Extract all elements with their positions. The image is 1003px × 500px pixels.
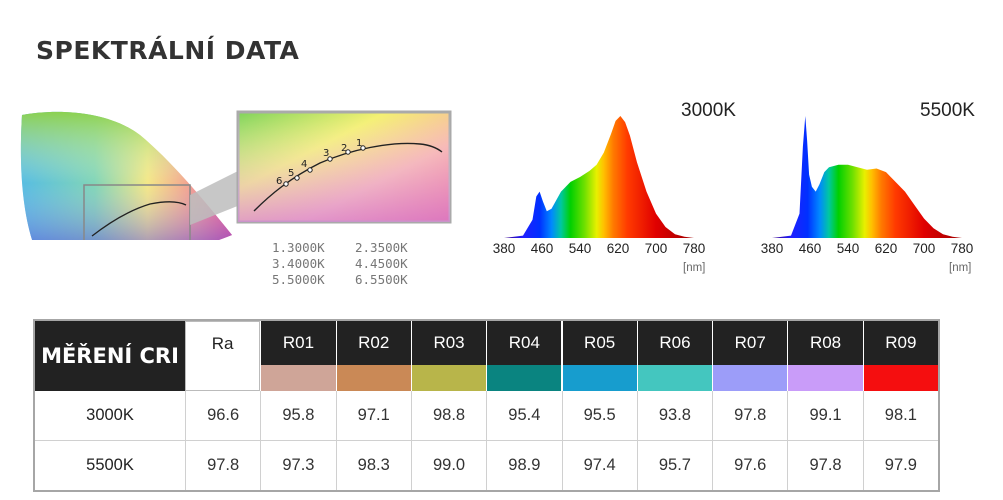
cie-point-label: 3 (323, 148, 329, 159)
cie-point-label: 6 (276, 176, 282, 187)
x-tick-label: 620 (874, 241, 898, 256)
x-tick-label: 780 (950, 241, 974, 256)
cie-point-label: 1 (356, 138, 362, 149)
x-tick-label: 620 (606, 241, 630, 256)
color-swatch-r08 (787, 365, 863, 391)
table-cell: 95.5 (561, 391, 637, 440)
x-tick-label: 540 (836, 241, 860, 256)
column-header-r09: R09 (862, 321, 938, 365)
table-cell: 98.8 (410, 391, 486, 440)
x-tick-label: 780 (682, 241, 706, 256)
table-cell: 99.0 (410, 441, 486, 490)
color-swatch-r09 (862, 365, 938, 391)
spectrum-3000k: 3000K 380 460 540 620 700 780 [nm] (492, 98, 736, 278)
color-swatch-r01 (260, 365, 336, 391)
table-cell: 95.7 (636, 441, 712, 490)
table-cell: 97.3 (260, 441, 335, 490)
table-cell: 97.8 (787, 441, 862, 490)
zoom-locus (253, 142, 443, 212)
column-header-r05: R05 (561, 321, 637, 365)
x-tick-label: 380 (760, 241, 784, 256)
table-cell: 98.3 (335, 441, 411, 490)
table-cell: 97.9 (862, 441, 938, 490)
table-cell: 93.8 (636, 391, 712, 440)
x-tick-label: 540 (568, 241, 592, 256)
page-title: SPEKTRÁLNÍ DATA (36, 36, 300, 65)
legend-item: 4.4500K (355, 256, 408, 271)
table-cell: 95.8 (260, 391, 335, 440)
color-swatch-r03 (410, 365, 487, 391)
column-header-r04: R04 (486, 321, 562, 365)
cri-table-title: MĚŘENÍ CRI (35, 321, 185, 391)
table-cell: 95.4 (486, 391, 561, 440)
x-axis-unit: [nm] (683, 262, 706, 274)
x-tick-label: 700 (912, 241, 936, 256)
table-cell: 96.6 (185, 391, 260, 440)
column-header-r02: R02 (335, 321, 411, 365)
legend-item: 2.3500K (355, 240, 408, 255)
spectrum-area (504, 116, 694, 238)
column-header-r08: R08 (787, 321, 863, 365)
legend-item: 6.5500K (355, 272, 408, 287)
column-header-r01: R01 (260, 321, 336, 365)
x-axis-unit: [nm] (949, 262, 972, 274)
cie-point-label: 5 (288, 168, 294, 179)
column-header-r03: R03 (410, 321, 487, 365)
table-cell: 97.6 (712, 441, 787, 490)
color-swatch-r06 (636, 365, 713, 391)
row-label: 3000K (86, 406, 134, 424)
color-swatch-r05 (561, 365, 637, 391)
spectrum-area (772, 116, 962, 238)
color-swatch-ra (185, 365, 261, 391)
cie-diagram: 1 2 3 4 5 6 (20, 110, 452, 240)
row-label: 5500K (86, 456, 134, 474)
planckian-locus (91, 201, 187, 237)
spectrum-plot (772, 116, 962, 238)
x-tick-label: 460 (798, 241, 822, 256)
x-tick-label: 700 (644, 241, 668, 256)
table-cell: 97.4 (561, 441, 637, 490)
table-cell: 98.1 (862, 391, 938, 440)
spectrum-title: 5500K (920, 100, 975, 121)
legend-item: 5.5000K (272, 272, 325, 287)
table-cell: 97.8 (185, 441, 260, 490)
color-swatch-r04 (486, 365, 562, 391)
cie-point-label: 2 (341, 143, 347, 154)
x-tick-label: 380 (492, 241, 516, 256)
legend-item: 1.3000K (272, 240, 325, 255)
column-header-r06: R06 (636, 321, 713, 365)
x-tick-label: 460 (530, 241, 554, 256)
table-cell: 99.1 (787, 391, 862, 440)
column-header-r07: R07 (712, 321, 788, 365)
cie-point-label: 4 (301, 159, 307, 170)
color-swatch-r07 (712, 365, 788, 391)
cri-table: MĚŘENÍ CRI Ra R01 R02 R03 R04 R05 R06 R07 R08 R09… (33, 319, 940, 492)
legend-item: 3.4000K (272, 256, 325, 271)
column-header-ra: Ra (185, 321, 261, 365)
color-swatch-r02 (335, 365, 411, 391)
spectrum-5500k: 5500K 380 460 540 620 700 780 [nm] (761, 98, 996, 278)
spectrum-plot (504, 116, 694, 238)
table-cell: 98.9 (486, 441, 561, 490)
table-cell: 97.8 (712, 391, 787, 440)
spectrum-title: 3000K (681, 100, 736, 121)
table-cell: 97.1 (335, 391, 411, 440)
